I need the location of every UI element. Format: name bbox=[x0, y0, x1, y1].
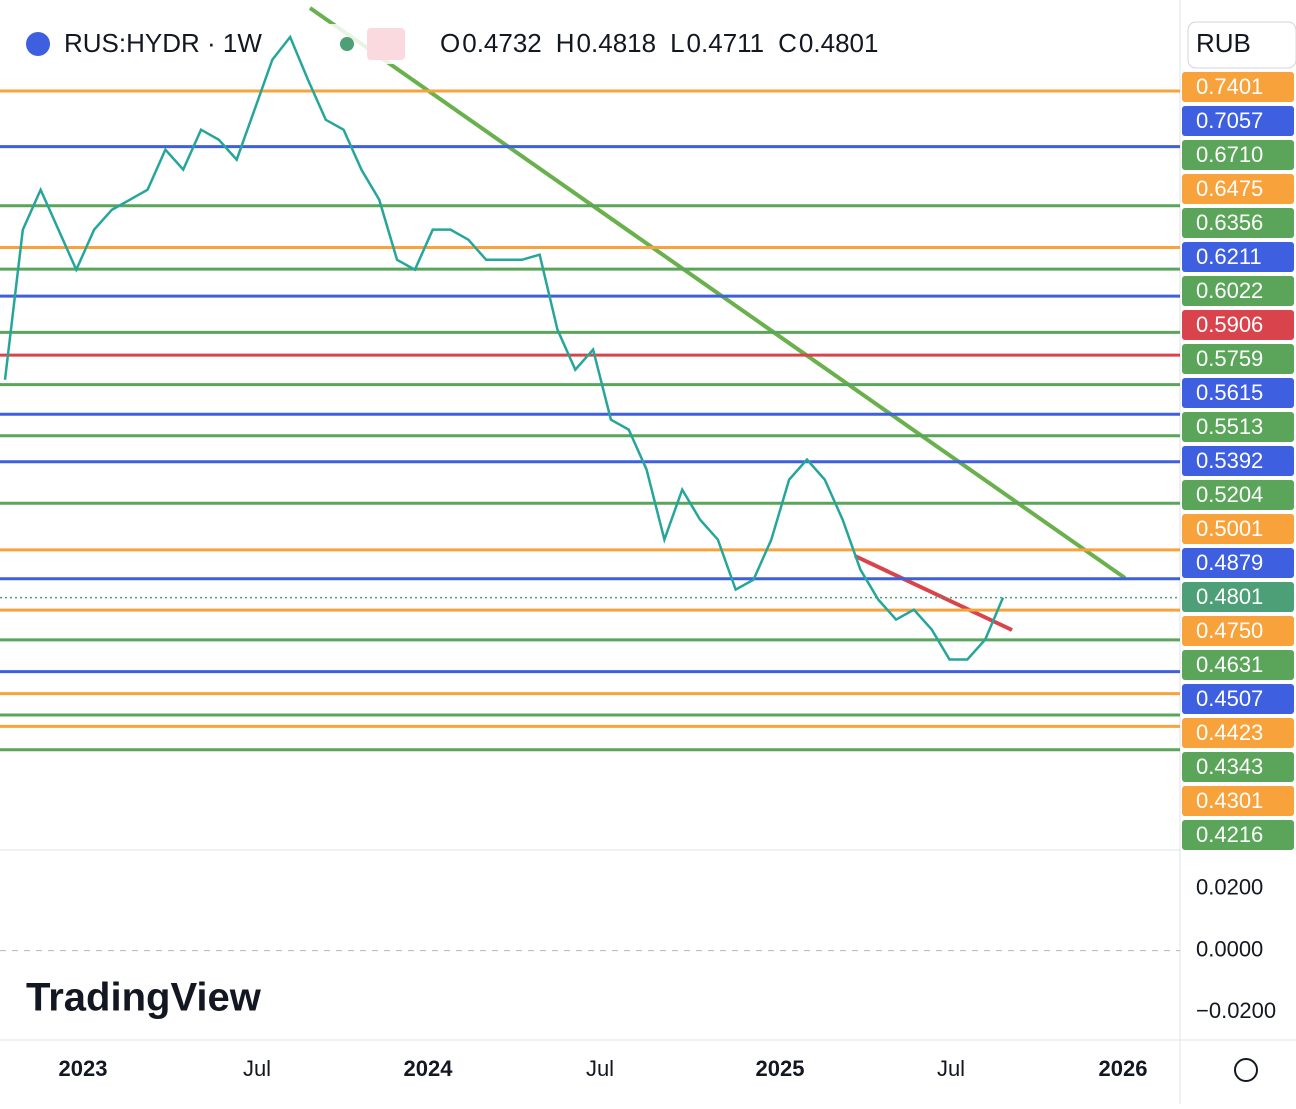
level-label: 0.5759 bbox=[1196, 346, 1263, 371]
level-label-bg bbox=[1182, 718, 1294, 748]
level-label-bg bbox=[1182, 174, 1294, 204]
ohlc-key: H bbox=[556, 28, 575, 58]
ohlc-value: 0.4801 bbox=[799, 28, 879, 58]
level-label-bg bbox=[1182, 786, 1294, 816]
level-label: 0.4343 bbox=[1196, 754, 1263, 779]
x-tick-label: Jul bbox=[586, 1056, 614, 1081]
level-label-bg bbox=[1182, 582, 1294, 612]
macd-tick-label: −0.0200 bbox=[1196, 998, 1276, 1023]
macd-tick-label: 0.0200 bbox=[1196, 875, 1263, 900]
level-label-bg bbox=[1182, 480, 1294, 510]
legend-bg bbox=[12, 24, 917, 64]
trendline bbox=[308, 6, 1127, 580]
ohlc-key: C bbox=[778, 28, 797, 58]
level-label-bg bbox=[1182, 106, 1294, 136]
ohlc-key: L bbox=[670, 28, 684, 58]
level-label-bg bbox=[1182, 684, 1294, 714]
level-label-bg bbox=[1182, 310, 1294, 340]
logo: TradingView bbox=[26, 976, 262, 1020]
level-label-bg bbox=[1182, 276, 1294, 306]
level-label-bg bbox=[1182, 344, 1294, 374]
level-label: 0.5513 bbox=[1196, 414, 1263, 439]
symbol-icon bbox=[26, 32, 50, 56]
x-tick-label: Jul bbox=[937, 1056, 965, 1081]
level-label: 0.4801 bbox=[1196, 584, 1263, 609]
level-label-bg bbox=[1182, 650, 1294, 680]
level-label: 0.5906 bbox=[1196, 312, 1263, 337]
x-tick-label: 2023 bbox=[59, 1056, 108, 1081]
level-label: 0.5001 bbox=[1196, 516, 1263, 541]
level-label: 0.6022 bbox=[1196, 278, 1263, 303]
level-label: 0.6710 bbox=[1196, 142, 1263, 167]
level-label-bg bbox=[1182, 752, 1294, 782]
level-label: 0.4507 bbox=[1196, 686, 1263, 711]
level-label-bg bbox=[1182, 242, 1294, 272]
level-label: 0.5615 bbox=[1196, 380, 1263, 405]
x-tick-label: Jul bbox=[243, 1056, 271, 1081]
level-label-bg bbox=[1182, 378, 1294, 408]
level-label-bg bbox=[1182, 446, 1294, 476]
settings-icon[interactable] bbox=[1234, 1058, 1258, 1082]
ohlc-value: 0.4818 bbox=[577, 28, 657, 58]
macd-tick-label: 0.0000 bbox=[1196, 936, 1263, 961]
ohlc-value: 0.4711 bbox=[687, 28, 765, 58]
level-label-bg bbox=[1182, 548, 1294, 578]
price-line bbox=[3, 34, 1005, 661]
currency[interactable]: RUB bbox=[1196, 28, 1251, 58]
ohlc-key: O bbox=[440, 28, 460, 58]
level-label: 0.4750 bbox=[1196, 618, 1263, 643]
level-label: 0.5392 bbox=[1196, 448, 1263, 473]
x-tick-label: 2025 bbox=[756, 1056, 805, 1081]
level-label-bg bbox=[1182, 208, 1294, 238]
level-label-bg bbox=[1182, 514, 1294, 544]
level-label-bg bbox=[1182, 140, 1294, 170]
level-label-bg bbox=[1182, 72, 1294, 102]
trendline bbox=[854, 554, 1013, 632]
level-label: 0.4879 bbox=[1196, 550, 1263, 575]
level-label: 0.7401 bbox=[1196, 74, 1263, 99]
status-badge bbox=[367, 28, 405, 60]
level-label-bg bbox=[1182, 412, 1294, 442]
level-label-bg bbox=[1182, 616, 1294, 646]
level-label: 0.4631 bbox=[1196, 652, 1263, 677]
level-label-bg bbox=[1182, 820, 1294, 850]
x-tick-label: 2024 bbox=[404, 1056, 454, 1081]
currency-select[interactable] bbox=[1187, 21, 1296, 69]
level-label: 0.4216 bbox=[1196, 822, 1263, 847]
ohlc-value: 0.4732 bbox=[462, 28, 542, 58]
level-label: 0.6211 bbox=[1196, 244, 1262, 269]
level-label: 0.6475 bbox=[1196, 176, 1263, 201]
level-label: 0.4301 bbox=[1196, 788, 1263, 813]
level-label: 0.4423 bbox=[1196, 720, 1263, 745]
level-label: 0.5204 bbox=[1196, 482, 1263, 507]
symbol-title: RUS:HYDR · 1W bbox=[64, 28, 262, 58]
level-label: 0.7057 bbox=[1196, 108, 1263, 133]
status-dot bbox=[340, 37, 354, 51]
x-tick-label: 2026 bbox=[1099, 1056, 1148, 1081]
level-label: 0.6356 bbox=[1196, 210, 1263, 235]
